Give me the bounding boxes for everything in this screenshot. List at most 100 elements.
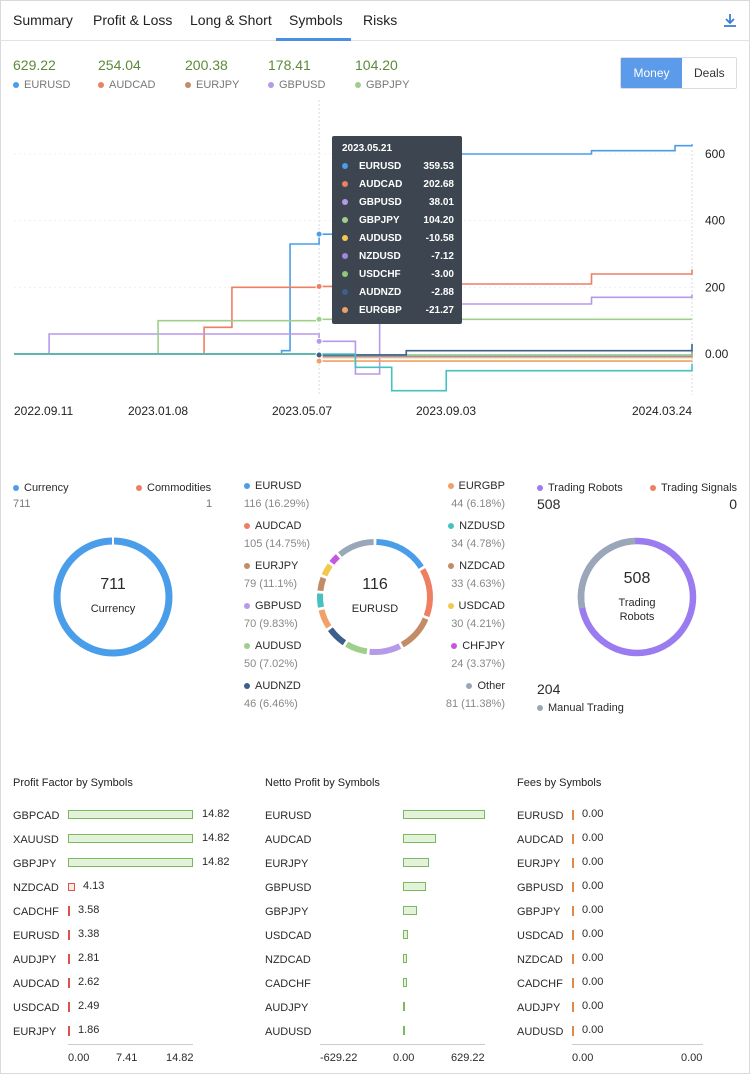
donut-segment-nzdcad	[317, 576, 327, 592]
bar[interactable]	[68, 810, 193, 819]
symbol-dot-icon	[244, 523, 250, 529]
bar-category-label: AUDUSD	[265, 1026, 312, 1038]
robots-donut-value: 508	[623, 570, 651, 587]
bar[interactable]	[68, 978, 70, 988]
donut-segment-usdcad	[321, 563, 333, 577]
currency-legend-label: Currency	[24, 482, 69, 494]
money-deals-toggle: Money Deals	[620, 57, 737, 89]
bar[interactable]	[403, 1002, 405, 1011]
bar[interactable]	[572, 954, 574, 964]
x-tick-label: 2024.03.24	[632, 404, 692, 418]
legend-value: 254.04	[98, 57, 141, 73]
tab-summary[interactable]: Summary	[13, 12, 73, 28]
x-tick-label: 2023.09.03	[416, 404, 476, 418]
trading-signals-count: 0	[729, 496, 737, 512]
legend-item: 104.20 GBPJPY	[355, 57, 409, 91]
bar-category-label: AUDCAD	[517, 834, 564, 846]
deals-toggle-button[interactable]: Deals	[682, 58, 736, 88]
currency-donut-label: Currency	[90, 603, 136, 615]
bar[interactable]	[572, 882, 574, 892]
tooltip-value: -3.00	[431, 268, 454, 280]
bar[interactable]	[403, 810, 485, 819]
bar[interactable]	[403, 834, 437, 843]
bar-value-label: 0.00	[582, 808, 604, 820]
tab-profit-loss[interactable]: Profit & Loss	[93, 12, 173, 28]
bar[interactable]	[68, 834, 193, 843]
tab-long-short[interactable]: Long & Short	[190, 12, 272, 28]
symbols-donut-chart[interactable]	[313, 535, 437, 659]
bar-value-label: 2.49	[78, 1000, 100, 1012]
tooltip-row: GBPUSD 38.01	[342, 195, 454, 209]
bar-category-label: AUDCAD	[13, 978, 60, 990]
bar[interactable]	[68, 930, 70, 940]
symbol-legend-item: GBPUSD	[244, 600, 301, 612]
bar[interactable]	[68, 858, 193, 867]
x-axis-tick-label: 0.00	[572, 1052, 594, 1064]
legend-value: 178.41	[268, 57, 311, 73]
symbol-name: EURUSD	[255, 480, 302, 492]
symbol-dot-icon	[244, 603, 250, 609]
bar[interactable]	[403, 858, 430, 867]
symbol-stat: 46 (6.46%)	[244, 698, 298, 710]
tooltip-dot-icon	[342, 307, 348, 313]
bar[interactable]	[68, 1002, 70, 1012]
bar[interactable]	[403, 930, 408, 939]
bar[interactable]	[572, 930, 574, 940]
x-axis-tick-label: 0.00	[68, 1052, 90, 1064]
legend-item: 254.04 AUDCAD	[98, 57, 155, 91]
money-toggle-button[interactable]: Money	[621, 58, 682, 88]
donut-segment-eurusd	[376, 539, 424, 569]
bar-value-label: 0.00	[582, 952, 604, 964]
bar[interactable]	[572, 834, 574, 844]
bar[interactable]	[68, 883, 75, 891]
bar[interactable]	[68, 954, 70, 964]
legend-item: 200.38 EURJPY	[185, 57, 239, 91]
bar[interactable]	[572, 810, 574, 820]
bar[interactable]	[572, 1002, 574, 1012]
series-line-gbpjpy	[14, 318, 692, 355]
tab-risks[interactable]: Risks	[363, 12, 398, 28]
bar-category-label: EURUSD	[517, 810, 564, 822]
symbol-name: EURGBP	[458, 480, 505, 492]
symbol-stat: 116 (16.29%)	[244, 498, 310, 510]
tab-symbols[interactable]: Symbols	[289, 12, 343, 28]
bar[interactable]	[403, 906, 417, 915]
currency-count: 711	[13, 498, 31, 510]
symbol-legend-item: EURGBP	[447, 480, 505, 492]
legend-symbol: EURJPY	[196, 79, 240, 91]
bar[interactable]	[572, 906, 574, 916]
tooltip-dot-icon	[342, 289, 348, 295]
legend-label: GBPUSD	[268, 79, 325, 91]
bar[interactable]	[572, 858, 574, 868]
currency-donut-ring	[53, 537, 173, 657]
legend-dot-icon	[268, 82, 274, 88]
y-tick-label: 600	[705, 147, 725, 161]
bar-value-label: 0.00	[582, 832, 604, 844]
donut-segment-chfjpy	[329, 554, 340, 565]
bar[interactable]	[403, 1026, 405, 1035]
bar-value-label: 0.00	[582, 976, 604, 988]
legend-dot-icon	[98, 82, 104, 88]
bar[interactable]	[572, 1026, 574, 1036]
robots-donut-chart[interactable]	[575, 535, 699, 659]
download-icon[interactable]	[722, 12, 738, 28]
x-axis-line	[572, 1044, 703, 1045]
bar[interactable]	[403, 978, 407, 987]
tooltip-row: AUDNZD -2.88	[342, 285, 454, 299]
bar-category-label: NZDCAD	[265, 954, 311, 966]
symbol-name: USDCAD	[458, 600, 505, 612]
tooltip-dot-icon	[342, 235, 348, 241]
donut-segment-gbpusd	[369, 643, 402, 655]
bar[interactable]	[403, 882, 427, 891]
bar[interactable]	[68, 906, 70, 916]
currency-donut-chart[interactable]	[48, 532, 178, 662]
commodities-legend-label: Commodities	[147, 482, 212, 494]
bar-category-label: CADCHF	[13, 906, 59, 918]
bar[interactable]	[572, 978, 574, 988]
bar[interactable]	[68, 1026, 70, 1036]
bar[interactable]	[403, 954, 408, 963]
bar-category-label: GBPJPY	[517, 906, 561, 918]
legend-value: 200.38	[185, 57, 228, 73]
x-axis-tick-label: 0.00	[681, 1052, 703, 1064]
legend-label: GBPJPY	[355, 79, 409, 91]
